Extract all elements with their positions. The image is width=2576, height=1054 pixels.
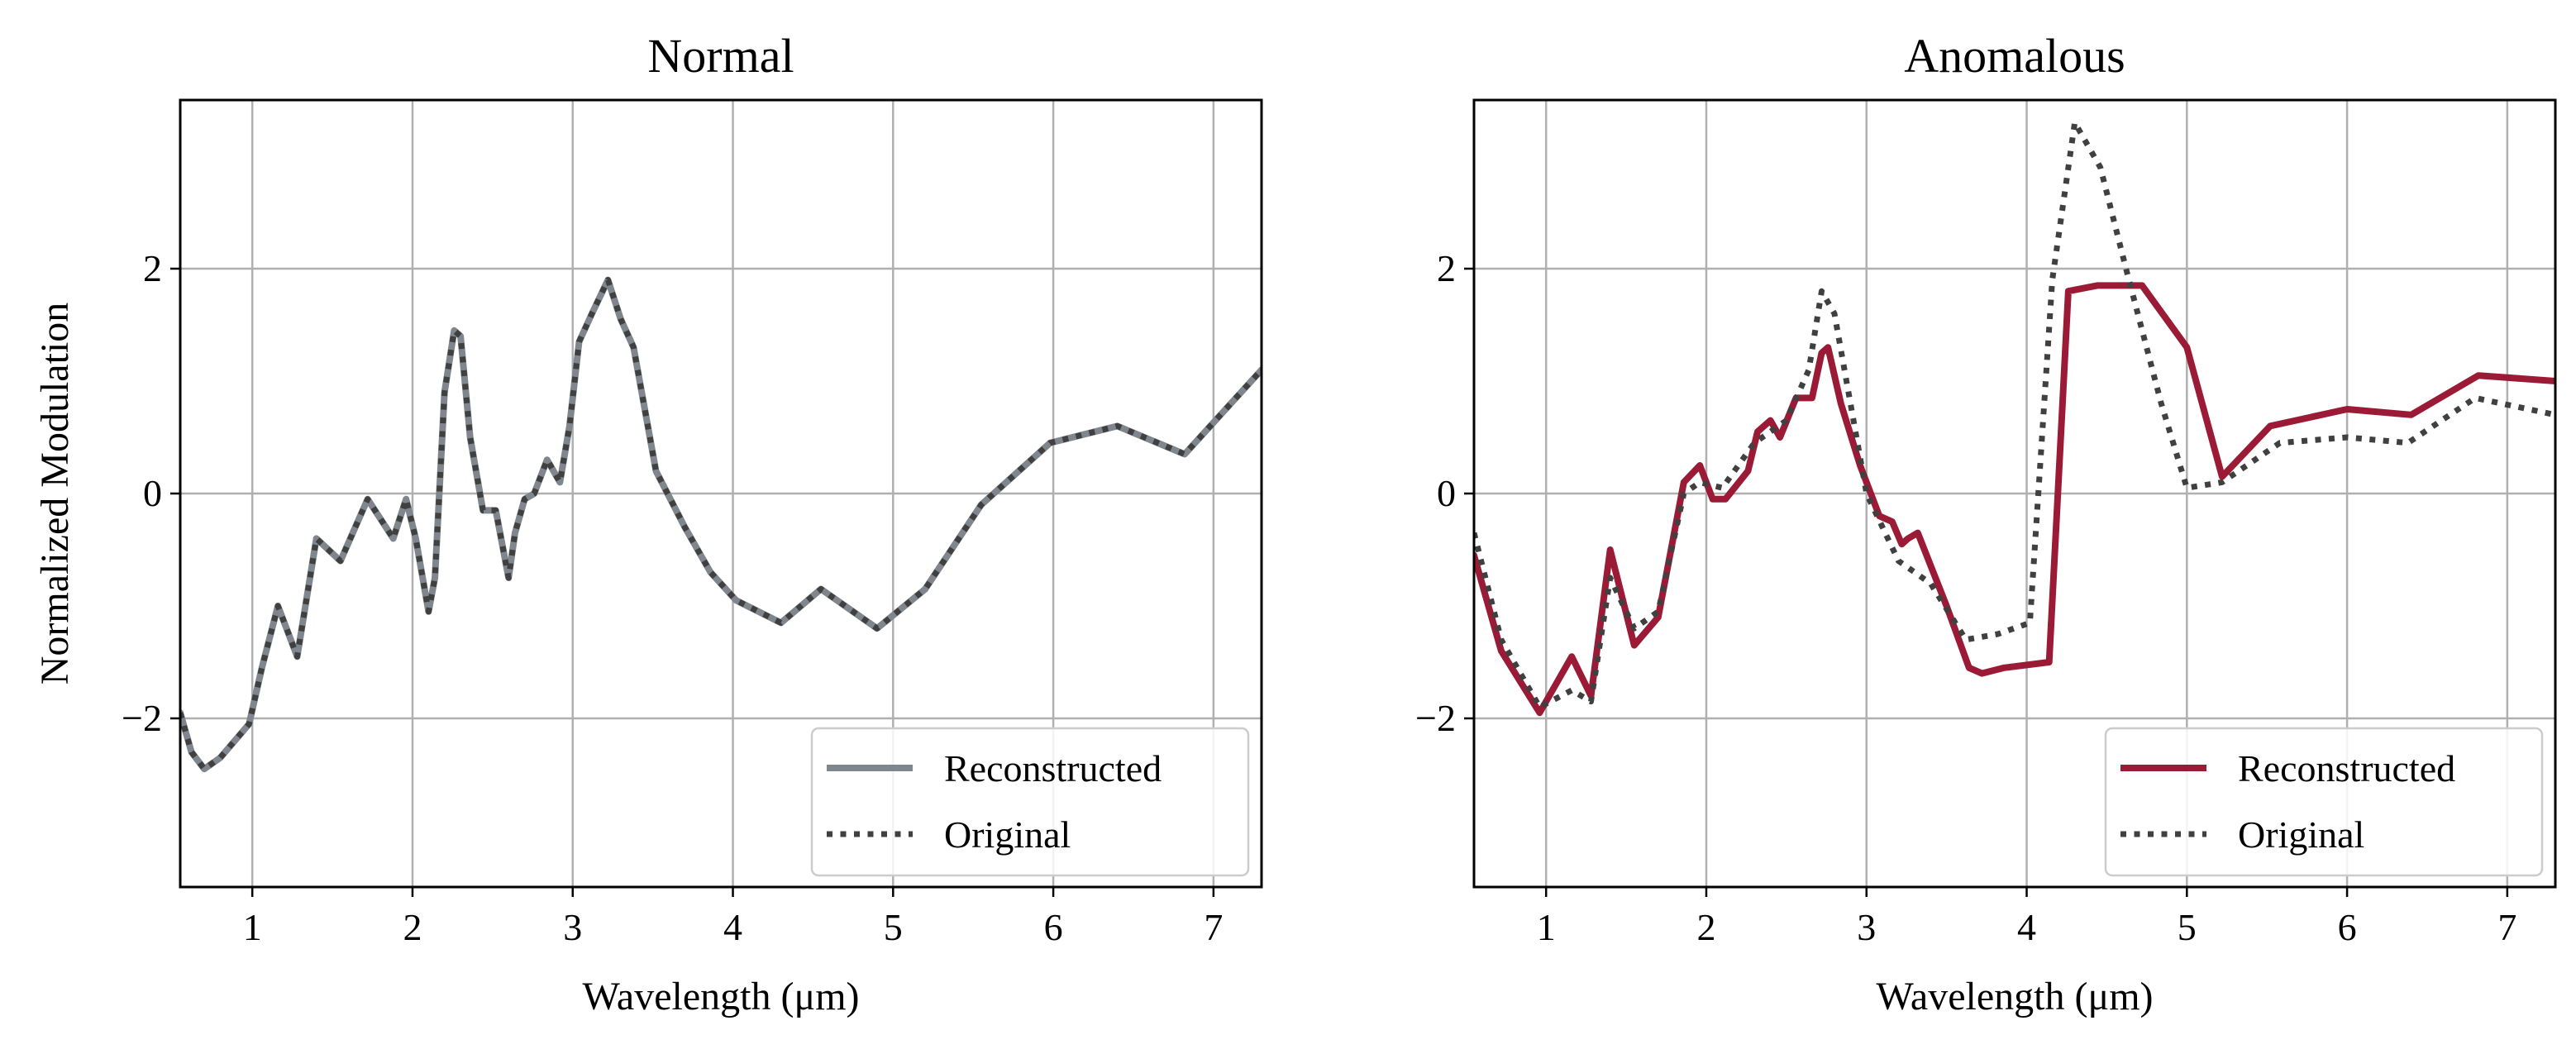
x-tick-label: 6 <box>2338 906 2357 948</box>
series-layer <box>180 276 1262 773</box>
legend-box <box>810 727 1250 877</box>
y-tick-label: −2 <box>122 697 162 739</box>
x-tick-label: 7 <box>2497 906 2516 948</box>
chart-title: Normal <box>647 29 794 83</box>
x-tick-label: 2 <box>1696 906 1715 948</box>
x-tick-label: 3 <box>1857 906 1876 948</box>
y-axis-ticks: −2 0 2 <box>1415 247 1474 739</box>
legend-label-reconstructed: Reconstructed <box>2238 747 2455 789</box>
x-tick-label: 3 <box>563 906 582 948</box>
legend: Reconstructed Original <box>2104 727 2544 877</box>
y-tick-label: 0 <box>143 472 162 514</box>
x-axis-label: Wavelength (μm) <box>582 975 859 1018</box>
y-tick-label: 2 <box>143 247 162 289</box>
y-tick-label: −2 <box>1415 697 1456 739</box>
y-tick-label: 0 <box>1437 472 1456 514</box>
x-tick-label: 1 <box>243 906 262 948</box>
series-layer <box>1474 119 2555 717</box>
x-tick-label: 1 <box>1537 906 1556 948</box>
panel-normal: 1 2 3 4 5 6 7 −2 0 2 Normal Wavelength (μm) Norm… <box>33 29 1263 1018</box>
x-tick-label: 2 <box>403 906 422 948</box>
x-tick-label: 5 <box>2178 906 2197 948</box>
y-axis-label: Normalized Modulation <box>33 303 77 685</box>
legend-label-original: Original <box>944 813 1071 856</box>
y-axis-ticks: −2 0 2 <box>122 247 180 739</box>
y-tick-label: 2 <box>1437 247 1456 289</box>
x-tick-label: 6 <box>1044 906 1063 948</box>
legend-label-reconstructed: Reconstructed <box>944 747 1162 789</box>
x-axis-ticks: 1 2 3 4 5 6 7 <box>243 887 1223 948</box>
series-line-reconstructed <box>1474 282 2555 717</box>
legend-box <box>2104 727 2544 877</box>
x-axis-label: Wavelength (μm) <box>1876 975 2153 1018</box>
x-tick-label: 5 <box>884 906 903 948</box>
x-tick-label: 4 <box>723 906 742 948</box>
x-axis-ticks: 1 2 3 4 5 6 7 <box>1537 887 2516 948</box>
chart-title: Anomalous <box>1904 29 2125 83</box>
x-tick-label: 4 <box>2017 906 2036 948</box>
panel-anomalous: 1 2 3 4 5 6 7 −2 0 2 Anomalous Wavelength (μm) R… <box>1415 29 2557 1018</box>
series-line-reconstructed <box>180 276 1262 773</box>
legend: Reconstructed Original <box>810 727 1250 877</box>
x-tick-label: 7 <box>1204 906 1223 948</box>
legend-label-original: Original <box>2238 813 2364 856</box>
